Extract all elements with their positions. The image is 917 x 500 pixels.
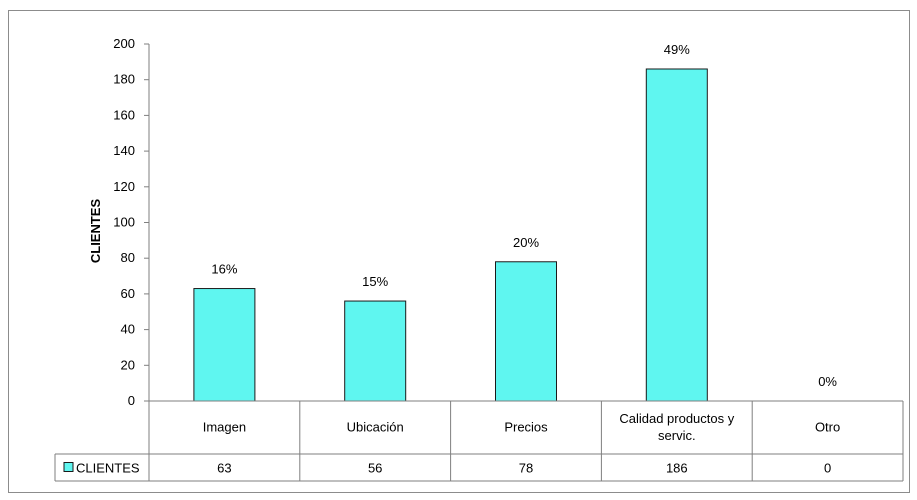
bar — [193, 288, 256, 402]
bar-data-label: 0% — [818, 374, 837, 389]
table-value-cell: 63 — [217, 461, 231, 476]
y-axis-title: CLIENTES — [88, 199, 103, 264]
bar — [645, 68, 708, 402]
axes: 0 20 40 60 80 100 120 140 160 180 200 — [113, 36, 150, 408]
table-value-cell: 186 — [666, 461, 688, 476]
table-value-cell: 56 — [368, 461, 382, 476]
chart-frame: 0 20 40 60 80 100 120 140 160 180 200 16% 15% 20% 49%… — [8, 10, 910, 493]
y-tick-label: 60 — [121, 286, 135, 301]
y-tick-label: 0 — [128, 393, 135, 408]
category-label: Otro — [815, 420, 840, 435]
bar-data-label: 20% — [513, 235, 539, 250]
y-tick-label: 180 — [113, 72, 135, 87]
y-tick-label: 100 — [113, 215, 135, 230]
bar — [495, 261, 557, 402]
bar — [344, 300, 407, 402]
category-label: Imagen — [203, 420, 246, 435]
y-tick-label: 200 — [113, 36, 135, 51]
y-tick-label: 140 — [113, 143, 135, 158]
y-tick-label: 40 — [121, 322, 135, 337]
category-label: Precios — [504, 420, 548, 435]
category-label: Ubicación — [347, 420, 404, 435]
bars — [193, 68, 708, 402]
category-label: Calidad productos y — [619, 411, 734, 426]
y-tick-label: 160 — [113, 107, 135, 122]
bar-data-label: 16% — [211, 262, 237, 277]
y-tick-label: 20 — [121, 357, 135, 372]
legend-series-name: CLIENTES — [76, 461, 140, 476]
data-table: Imagen Ubicación Precios Calidad productos … — [54, 400, 904, 482]
category-label: servic. — [658, 428, 696, 443]
y-tick-label: 80 — [121, 250, 135, 265]
bar-data-label: 49% — [664, 42, 690, 57]
bar-chart: 0 20 40 60 80 100 120 140 160 180 200 16% 15% 20% 49%… — [54, 36, 904, 482]
table-value-cell: 78 — [519, 461, 533, 476]
legend-key-swatch — [63, 462, 74, 472]
y-tick-label: 120 — [113, 179, 135, 194]
table-value-cell: 0 — [824, 461, 831, 476]
bar-data-label: 15% — [362, 274, 388, 289]
data-labels: 16% 15% 20% 49% 0% — [211, 42, 837, 389]
